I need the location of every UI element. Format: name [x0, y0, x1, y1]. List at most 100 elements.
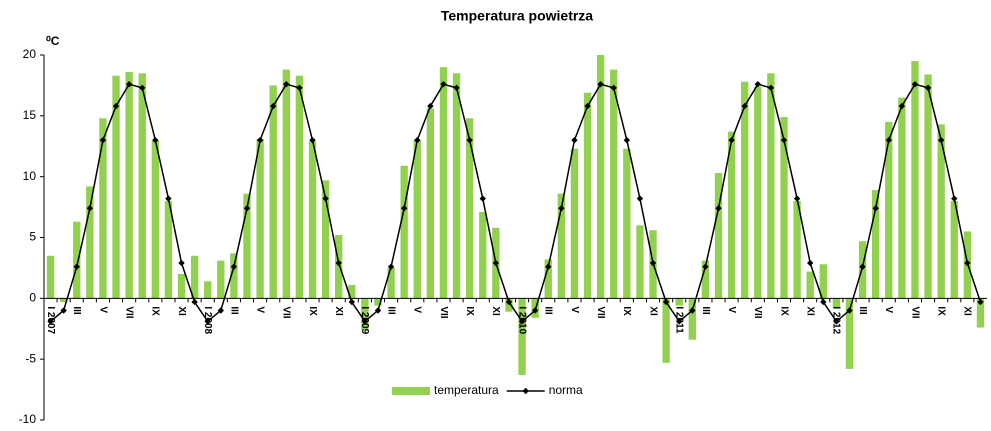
y-tick-label: -5 [25, 351, 36, 365]
bar [714, 173, 723, 299]
bar [387, 267, 395, 299]
x-tick-label: VII [909, 306, 920, 318]
line-marker [531, 307, 539, 314]
y-tick-label: 5 [29, 230, 36, 244]
x-tick-label: V [569, 306, 580, 313]
y-tick-label: 10 [23, 169, 37, 183]
bar [269, 85, 277, 299]
line-marker [833, 318, 840, 325]
bar [727, 131, 736, 299]
line-marker [584, 102, 591, 110]
bar [230, 253, 238, 299]
line-marker [479, 195, 486, 202]
line-marker [676, 318, 683, 325]
line-marker [597, 81, 604, 88]
line-marker [806, 259, 814, 267]
line-marker [112, 102, 120, 110]
bar [465, 118, 474, 299]
line-marker [73, 263, 80, 270]
y-tick-label: -10 [19, 412, 37, 426]
bar [832, 298, 841, 309]
bar [924, 74, 932, 299]
bar [911, 61, 919, 299]
bar [256, 138, 264, 299]
line-marker [361, 318, 369, 325]
line-marker [414, 136, 421, 144]
x-tick-label: III [700, 306, 711, 315]
bar [845, 298, 854, 369]
legend-swatch [522, 387, 529, 395]
line-marker [885, 136, 892, 144]
line-marker [872, 205, 879, 212]
line-marker [440, 81, 447, 88]
bar [898, 97, 906, 299]
x-tick-label: XI [805, 306, 816, 316]
bar [518, 298, 526, 375]
x-tick-label: V [883, 306, 894, 313]
bar [583, 92, 592, 299]
bar [151, 140, 159, 299]
line [50, 83, 982, 323]
bar [452, 73, 461, 299]
bar [439, 67, 448, 299]
line-marker [793, 195, 801, 202]
line-marker [518, 318, 526, 325]
x-tick-label: VII [281, 306, 292, 318]
x-tick-label: IX [621, 306, 632, 316]
bar [544, 259, 552, 299]
x-tick-label: IX [936, 306, 947, 316]
y-tick-label: 20 [23, 47, 37, 61]
x-tick-label: V [726, 306, 737, 313]
bar [217, 260, 225, 299]
bar [73, 221, 81, 299]
bar [479, 211, 487, 299]
line-marker [86, 205, 94, 212]
bar [741, 81, 749, 299]
line-marker [689, 307, 696, 314]
bar [164, 201, 173, 299]
x-tick-label: IX [150, 306, 161, 316]
line-marker [204, 318, 211, 325]
bar [636, 225, 644, 299]
line-marker [191, 298, 198, 306]
line-marker [715, 205, 722, 212]
legend-swatch [392, 387, 430, 395]
x-tick-label: III [385, 306, 396, 315]
line-marker [387, 263, 395, 270]
x-tick-label: XI [333, 306, 344, 316]
bar [806, 271, 814, 299]
bar [688, 298, 696, 340]
x-tick-label: VII [123, 306, 134, 318]
line-marker [937, 136, 945, 144]
bar [426, 108, 435, 299]
line-marker [702, 263, 709, 270]
line-marker [400, 205, 408, 212]
line-marker [924, 84, 932, 92]
bar [335, 235, 343, 299]
line-marker [99, 136, 107, 144]
bar [86, 186, 94, 299]
x-tick-label: VII [595, 306, 606, 318]
bar [570, 148, 579, 299]
line-marker [610, 84, 617, 92]
bar [780, 117, 788, 299]
bar [400, 165, 408, 299]
line-marker [427, 102, 434, 110]
line-marker [165, 195, 172, 202]
chart-title: Temperatura powietrza [441, 8, 593, 24]
line-marker [243, 205, 251, 212]
bar [46, 255, 55, 299]
x-tick-label: III [857, 306, 868, 315]
y-tick-label: 15 [23, 108, 37, 122]
bar [596, 55, 605, 299]
y-tick-label: 0 [29, 291, 36, 305]
bar [204, 281, 212, 299]
line-marker [270, 102, 277, 110]
legend-label: norma [549, 383, 583, 397]
x-tick-label: III [228, 306, 239, 315]
bar [950, 201, 958, 299]
line-marker [977, 298, 984, 306]
bar [177, 274, 186, 299]
x-tick-label: VII [752, 306, 763, 318]
bar [348, 284, 356, 299]
